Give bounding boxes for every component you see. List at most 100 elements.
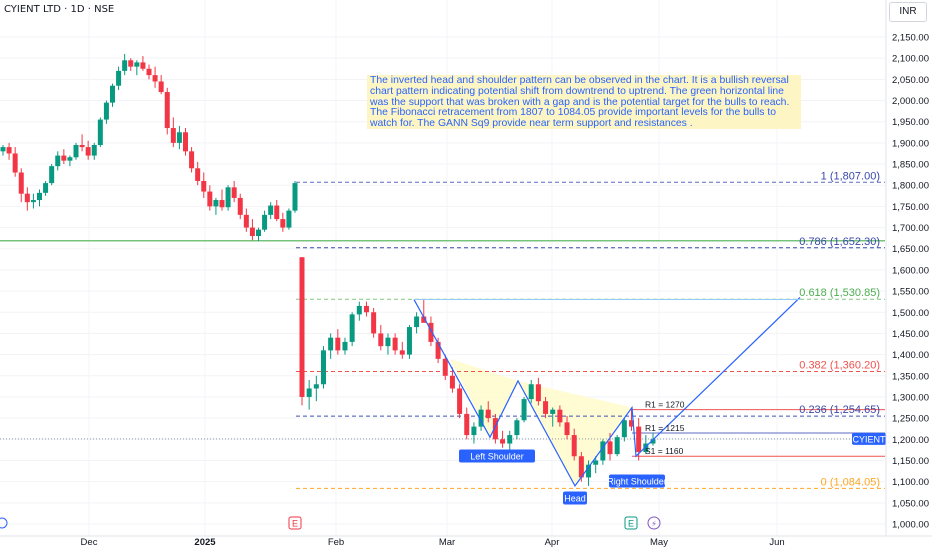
candle-body — [243, 214, 249, 228]
candle-body — [207, 191, 213, 207]
candle-body — [128, 60, 134, 67]
candle-body — [183, 132, 188, 152]
candle — [442, 354, 448, 381]
candle-body — [550, 409, 556, 414]
fib-level-label: 0.618 (1,530.85) — [799, 287, 880, 299]
candle-body — [385, 337, 391, 347]
y-tick-label: 2,050.00 — [892, 75, 929, 86]
horizontal-levels — [0, 181, 885, 489]
candle-body — [158, 81, 164, 93]
candle — [457, 384, 463, 419]
candle — [471, 422, 477, 444]
y-tick-label: 1,350.00 — [892, 371, 929, 382]
candle — [514, 418, 520, 440]
candle — [268, 202, 274, 220]
y-tick-label: 1,000.00 — [892, 520, 929, 531]
candle — [414, 312, 420, 334]
candle — [164, 87, 170, 135]
candle-body — [356, 305, 362, 315]
pattern-label: Left Shoulder — [459, 449, 535, 463]
pattern-label-bg — [609, 474, 665, 488]
split-icon-ring — [647, 516, 661, 530]
candle-body — [49, 166, 55, 184]
y-tick-label: 2,000.00 — [892, 96, 929, 107]
gann-level-label: R1 = 1215 — [645, 423, 685, 433]
candle-body — [170, 128, 176, 143]
candle — [55, 151, 61, 171]
candle-body — [614, 437, 620, 455]
candle-body — [140, 62, 146, 69]
y-tick-label: 1,200.00 — [892, 435, 929, 446]
pattern-label-bg — [563, 491, 587, 505]
candle-body — [643, 443, 649, 453]
candle — [110, 83, 115, 107]
candle — [528, 380, 534, 404]
pattern-highlight-left — [450, 358, 518, 438]
candle — [299, 257, 305, 406]
candle — [614, 435, 620, 457]
candle-body — [543, 401, 549, 414]
candle-body — [24, 193, 30, 203]
candle — [30, 193, 36, 209]
candle — [507, 430, 513, 453]
candle — [37, 189, 42, 207]
candle-body — [320, 350, 326, 385]
earnings-icon-glyph: E — [628, 519, 634, 529]
earnings-icon: E — [288, 516, 302, 530]
candle-body — [363, 305, 369, 313]
candle-body — [421, 316, 427, 323]
candle — [170, 117, 176, 148]
candle-body — [73, 144, 79, 158]
candle — [478, 405, 484, 431]
candle-body — [213, 200, 219, 207]
y-tick-label: 1,650.00 — [892, 244, 929, 255]
candle-body — [535, 384, 541, 402]
candle-body — [621, 420, 627, 438]
candle — [176, 125, 182, 150]
grid-lines — [0, 0, 885, 536]
candle-body — [292, 183, 298, 211]
candle — [292, 180, 298, 213]
candle — [213, 197, 219, 215]
candles — [0, 53, 656, 486]
y-tick-label: 1,400.00 — [892, 350, 929, 361]
candle — [243, 208, 249, 232]
candle — [328, 333, 334, 359]
y-tick-label: 1,800.00 — [892, 181, 929, 192]
candle-body — [492, 418, 498, 440]
candle — [97, 117, 103, 148]
candle — [73, 142, 79, 160]
candle-body — [122, 60, 128, 71]
symbol-title[interactable]: CYIENT LTD · 1D · NSE — [4, 4, 115, 15]
candle — [237, 193, 243, 220]
candle — [406, 324, 412, 359]
candle-body — [528, 384, 534, 400]
earnings-icon: E — [624, 516, 638, 530]
candle — [500, 430, 506, 448]
x-axis: Dec 2025 Feb Mar Apr May Jun — [0, 535, 932, 548]
candle-body — [586, 464, 592, 478]
candle — [49, 164, 55, 186]
candle-body — [97, 119, 103, 145]
y-tick-label: 1,050.00 — [892, 498, 929, 509]
candle-body — [37, 192, 42, 201]
currency-button[interactable]: INR — [889, 2, 927, 22]
candle-body — [61, 155, 67, 161]
candle-body — [280, 219, 286, 228]
y-axis: 2,150.00 2,100.00 2,050.00 2,000.00 1,950.00… — [885, 0, 932, 550]
candle — [600, 439, 606, 465]
candle — [116, 66, 122, 90]
candle — [313, 375, 319, 402]
candle — [201, 172, 207, 198]
candle — [485, 401, 491, 423]
symbol-tag-text: CYIENT — [852, 434, 886, 444]
pattern-label-text: Right Shoulder — [607, 477, 667, 487]
candle-body — [262, 214, 268, 230]
candle-body — [116, 70, 122, 86]
candle-body — [578, 456, 584, 478]
candle-body — [195, 168, 201, 181]
x-tick-label: Apr — [545, 537, 560, 548]
candle — [557, 405, 563, 427]
candle-body — [219, 200, 225, 208]
